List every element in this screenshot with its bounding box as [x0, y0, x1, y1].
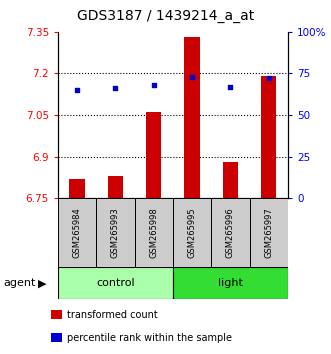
Text: GSM265995: GSM265995: [188, 207, 197, 258]
Bar: [211, 198, 250, 267]
Bar: [223, 162, 238, 198]
Bar: [173, 267, 288, 299]
Bar: [51, 333, 62, 342]
Text: GSM265984: GSM265984: [72, 207, 82, 258]
Bar: [70, 179, 85, 198]
Text: agent: agent: [3, 278, 36, 288]
Text: ▶: ▶: [38, 278, 47, 288]
Point: [228, 84, 233, 90]
Text: light: light: [218, 278, 243, 288]
Bar: [108, 176, 123, 198]
Bar: [184, 38, 200, 198]
Bar: [96, 198, 135, 267]
Bar: [135, 198, 173, 267]
Point: [151, 82, 157, 88]
Point: [113, 86, 118, 91]
Bar: [250, 198, 288, 267]
Text: GDS3187 / 1439214_a_at: GDS3187 / 1439214_a_at: [77, 9, 254, 23]
Text: GSM265993: GSM265993: [111, 207, 120, 258]
Text: control: control: [96, 278, 135, 288]
Bar: [58, 198, 96, 267]
Point: [189, 74, 195, 80]
Bar: [146, 112, 162, 198]
Point: [266, 76, 271, 81]
Point: [74, 87, 80, 93]
Bar: [261, 76, 276, 198]
Text: transformed count: transformed count: [67, 309, 158, 320]
Text: GSM265996: GSM265996: [226, 207, 235, 258]
Bar: [51, 310, 62, 319]
Text: percentile rank within the sample: percentile rank within the sample: [67, 332, 232, 343]
Bar: [173, 198, 211, 267]
Text: GSM265997: GSM265997: [264, 207, 273, 258]
Bar: [58, 267, 173, 299]
Text: GSM265998: GSM265998: [149, 207, 158, 258]
